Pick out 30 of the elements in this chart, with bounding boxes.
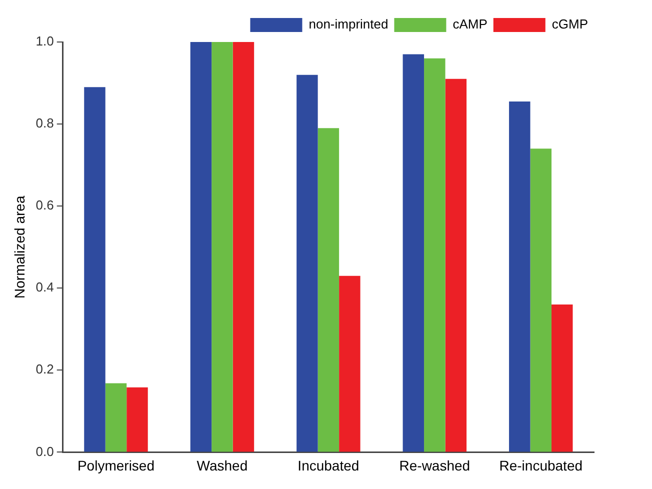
y-axis-title: Normalized area (11, 196, 28, 298)
y-tick-label: 0.6 (36, 198, 54, 213)
bar (84, 87, 106, 452)
x-tick-label: Incubated (298, 457, 360, 474)
bar (212, 42, 233, 452)
legend-label: cAMP (452, 16, 488, 32)
bar (296, 74, 318, 452)
bar (190, 42, 212, 452)
bar (232, 42, 254, 452)
bar (402, 54, 424, 452)
x-tick-label: Washed (196, 457, 248, 474)
bar (318, 128, 340, 452)
y-tick-label: 0.4 (36, 280, 54, 295)
y-tick-label: 0.2 (36, 362, 54, 377)
bar (339, 276, 360, 452)
y-tick-label: 1.0 (36, 34, 54, 49)
bar (424, 58, 446, 452)
x-tick-label: Re-washed (399, 457, 470, 474)
y-tick-label: 0.0 (36, 444, 54, 459)
x-tick-label: Polymerised (77, 457, 154, 474)
x-tick-label: Re-incubated (499, 457, 583, 474)
y-tick-label: 0.8 (36, 116, 54, 131)
bar (552, 304, 573, 452)
bar (445, 78, 467, 452)
legend-label: non-imprinted (308, 16, 388, 32)
bar (126, 387, 148, 452)
bar (530, 148, 552, 452)
legend-label: cGMP (552, 16, 588, 32)
bar (105, 383, 127, 452)
bar (509, 101, 530, 452)
